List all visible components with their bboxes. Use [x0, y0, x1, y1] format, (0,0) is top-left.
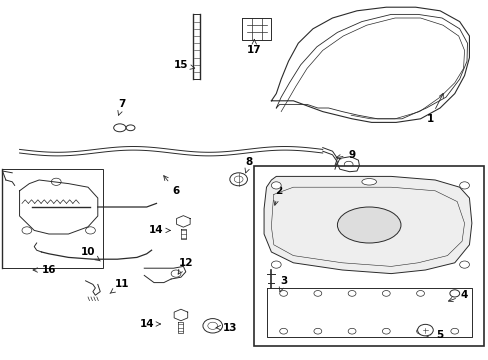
Text: 7: 7	[118, 99, 126, 115]
Bar	[2, 169, 102, 268]
Circle shape	[51, 178, 61, 185]
Text: 14: 14	[139, 319, 160, 329]
Circle shape	[347, 328, 355, 334]
Circle shape	[271, 182, 281, 189]
Circle shape	[203, 319, 222, 333]
Circle shape	[313, 328, 321, 334]
Circle shape	[416, 291, 424, 296]
Ellipse shape	[337, 207, 400, 243]
Circle shape	[207, 322, 217, 329]
Text: 16: 16	[33, 265, 56, 275]
Circle shape	[271, 261, 281, 268]
Circle shape	[347, 291, 355, 296]
Circle shape	[234, 176, 243, 183]
Text: 5: 5	[424, 330, 443, 340]
Text: 2: 2	[273, 186, 282, 205]
Circle shape	[264, 272, 278, 282]
Circle shape	[22, 227, 32, 234]
Text: 1: 1	[426, 93, 443, 124]
Text: 13: 13	[216, 323, 237, 333]
Circle shape	[229, 173, 247, 186]
Circle shape	[450, 291, 458, 296]
Ellipse shape	[126, 125, 135, 131]
Ellipse shape	[113, 124, 125, 132]
Text: 8: 8	[244, 157, 252, 173]
Circle shape	[279, 291, 287, 296]
Circle shape	[459, 182, 468, 189]
Text: 12: 12	[178, 258, 193, 274]
Circle shape	[416, 328, 424, 334]
Circle shape	[382, 291, 389, 296]
Text: 9: 9	[335, 150, 355, 160]
Circle shape	[85, 227, 95, 234]
Text: 10: 10	[81, 247, 100, 261]
Circle shape	[449, 290, 459, 297]
Circle shape	[171, 270, 181, 277]
Text: 3: 3	[279, 276, 286, 292]
Circle shape	[313, 291, 321, 296]
Circle shape	[344, 161, 352, 168]
Circle shape	[450, 328, 458, 334]
Text: 17: 17	[246, 40, 261, 55]
Text: 6: 6	[163, 176, 179, 196]
Text: 14: 14	[149, 225, 170, 235]
Bar	[254, 166, 483, 346]
Text: 4: 4	[447, 290, 468, 302]
Text: 11: 11	[110, 279, 129, 293]
Circle shape	[382, 328, 389, 334]
Text: 15: 15	[173, 60, 194, 70]
Circle shape	[459, 261, 468, 268]
Circle shape	[279, 328, 287, 334]
Ellipse shape	[361, 179, 376, 185]
Circle shape	[417, 324, 432, 336]
Polygon shape	[264, 176, 471, 274]
